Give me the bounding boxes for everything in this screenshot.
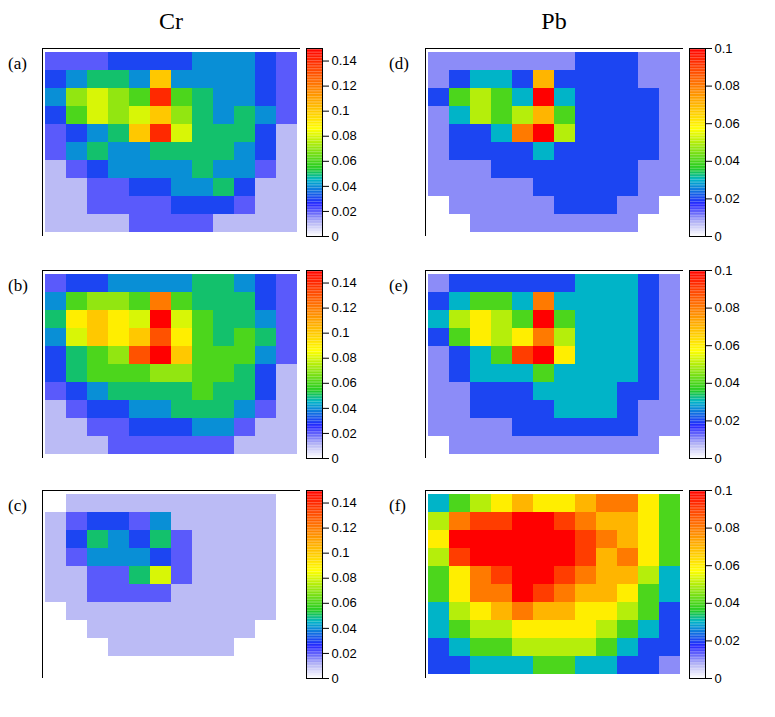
svg-text:0: 0 (332, 229, 339, 242)
html-text:(b): (b) (8, 276, 28, 295)
svg-text:0.04: 0.04 (715, 153, 740, 168)
html-text:Cr: Cr (159, 8, 183, 34)
html-text:Pb: Pb (541, 8, 567, 34)
svg-text:0.06: 0.06 (715, 338, 740, 353)
svg-text:0.06: 0.06 (715, 558, 740, 573)
html-text:(f): (f) (389, 496, 406, 515)
svg-text:0.04: 0.04 (715, 375, 740, 390)
html-text:(d): (d) (389, 54, 409, 73)
html-text:(a): (a) (8, 54, 27, 73)
svg-text:0.12: 0.12 (332, 520, 357, 535)
svg-text:0.02: 0.02 (715, 633, 740, 648)
svg-text:0.08: 0.08 (332, 128, 357, 143)
svg-text:0.08: 0.08 (715, 300, 740, 315)
svg-text:0.12: 0.12 (332, 78, 357, 93)
svg-text:0.02: 0.02 (715, 191, 740, 206)
svg-text:0: 0 (332, 451, 339, 464)
svg-text:0.14: 0.14 (332, 495, 357, 510)
svg-text:0.08: 0.08 (332, 570, 357, 585)
svg-text:0.1: 0.1 (715, 264, 733, 278)
svg-text:0.04: 0.04 (332, 401, 357, 416)
svg-text:0.08: 0.08 (332, 350, 357, 365)
svg-text:0.14: 0.14 (332, 275, 357, 290)
svg-text:0.04: 0.04 (715, 595, 740, 610)
svg-text:0.08: 0.08 (715, 78, 740, 93)
svg-text:0.14: 0.14 (332, 53, 357, 68)
svg-text:0: 0 (715, 451, 722, 464)
html-text:(c): (c) (8, 496, 27, 515)
html-text:(e): (e) (389, 276, 408, 295)
svg-text:0: 0 (332, 671, 339, 684)
svg-text:0.02: 0.02 (332, 426, 357, 441)
svg-text:0.12: 0.12 (332, 300, 357, 315)
svg-text:0.02: 0.02 (715, 413, 740, 428)
svg-text:0.1: 0.1 (332, 545, 350, 560)
svg-text:0: 0 (715, 671, 722, 684)
svg-text:0.06: 0.06 (332, 375, 357, 390)
svg-text:0.06: 0.06 (715, 116, 740, 131)
svg-text:0.04: 0.04 (332, 621, 357, 636)
svg-text:0.02: 0.02 (332, 204, 357, 219)
svg-text:0.1: 0.1 (332, 325, 350, 340)
svg-text:0.1: 0.1 (715, 484, 733, 498)
svg-text:0.1: 0.1 (715, 42, 733, 56)
svg-text:0.04: 0.04 (332, 179, 357, 194)
svg-text:0.08: 0.08 (715, 520, 740, 535)
svg-text:0.06: 0.06 (332, 153, 357, 168)
svg-text:0.06: 0.06 (332, 595, 357, 610)
svg-text:0.02: 0.02 (332, 646, 357, 661)
svg-text:0.1: 0.1 (332, 103, 350, 118)
svg-text:0: 0 (715, 229, 722, 242)
